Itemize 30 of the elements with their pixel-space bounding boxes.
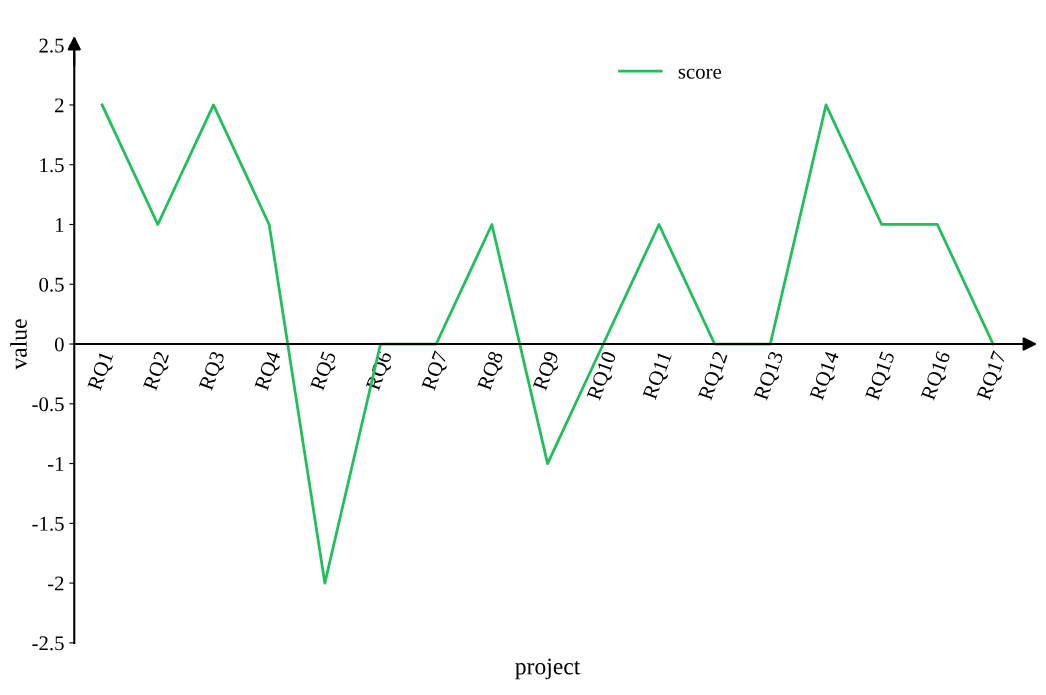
y-tick-label: 2.5 [39, 38, 64, 53]
x-tick-label: RQ3 [198, 350, 228, 393]
x-tick-label: RQ16 [920, 350, 954, 402]
y-tick-label: 1 [55, 217, 64, 232]
y-tick-label: -1.5 [32, 516, 64, 531]
y-tick-label: 0.5 [39, 277, 64, 292]
x-tick-label: RQ10 [586, 350, 620, 402]
y-tick-label: -2 [47, 576, 64, 591]
y-tick-label: 1.5 [40, 158, 64, 173]
x-axis-title: project [515, 658, 581, 680]
y-tick-label: -2.5 [32, 636, 64, 651]
x-tick-label: RQ1 [87, 350, 117, 393]
x-tick-label: RQ8 [477, 350, 507, 393]
x-tick-label: RQ9 [532, 350, 562, 393]
x-tick-label: RQ13 [753, 350, 787, 402]
y-tick-label: -1 [47, 457, 64, 471]
y-axis-title: value [10, 319, 27, 370]
x-tick-label: RQ2 [143, 350, 173, 393]
y-tick-label: -0.5 [32, 397, 64, 412]
legend-label: score [678, 68, 722, 79]
x-tick-label: RQ17 [976, 350, 1010, 402]
x-tick-label: RQ11 [642, 350, 675, 402]
x-tick-label: RQ5 [310, 350, 340, 393]
x-tick-label: RQ7 [421, 350, 451, 393]
x-tick-label: RQ4 [254, 350, 284, 393]
x-tick-label: RQ12 [698, 350, 731, 402]
x-tick-label: RQ15 [865, 350, 898, 402]
y-tick-label: 2 [55, 98, 64, 113]
x-tick-label: RQ14 [809, 350, 843, 402]
y-tick-label: 0 [54, 337, 64, 352]
